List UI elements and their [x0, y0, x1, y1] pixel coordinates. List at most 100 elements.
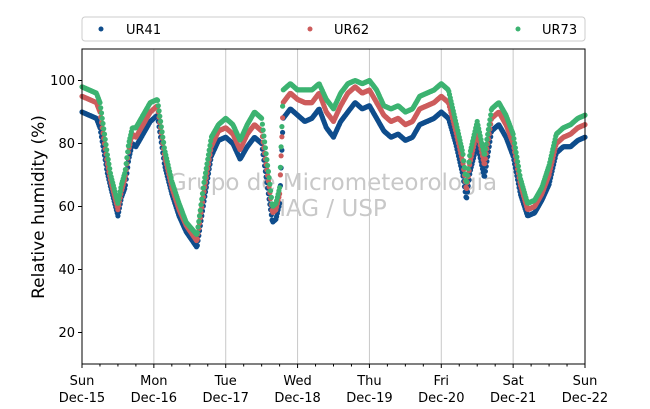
- data-point: [194, 230, 200, 236]
- data-point: [155, 103, 161, 109]
- x-tick-label-day: Sun: [573, 374, 598, 389]
- data-point: [206, 147, 212, 153]
- data-point: [488, 112, 494, 118]
- data-point: [158, 118, 164, 124]
- data-point: [194, 242, 200, 249]
- data-point: [466, 159, 472, 165]
- data-point: [263, 151, 269, 157]
- data-point: [99, 115, 105, 121]
- data-point: [104, 152, 110, 158]
- data-point: [267, 181, 273, 187]
- y-tick-label: 100: [50, 74, 75, 89]
- data-point: [116, 196, 122, 202]
- data-point: [115, 200, 121, 206]
- data-point: [196, 213, 203, 219]
- x-tick-label-day: Fri: [434, 374, 450, 389]
- legend-label-ur62: UR62: [334, 23, 369, 38]
- data-point: [279, 134, 285, 140]
- data-point: [483, 141, 489, 147]
- x-tick-label-day: Tue: [214, 374, 237, 389]
- data-point: [280, 129, 286, 136]
- data-point: [197, 207, 203, 213]
- legend-marker-ur41: [98, 26, 104, 32]
- y-axis-ticks: 20 40 60 80 100: [50, 74, 82, 341]
- data-point: [125, 149, 131, 155]
- data-point: [280, 103, 286, 109]
- data-point: [510, 131, 516, 137]
- data-point: [101, 131, 108, 137]
- x-tick-label-day: Thu: [356, 374, 381, 389]
- data-point: [464, 179, 470, 185]
- x-tick-label-date: Dec-17: [203, 391, 249, 406]
- data-point: [107, 166, 113, 172]
- data-point: [277, 172, 283, 178]
- data-point: [157, 113, 163, 119]
- data-point: [516, 168, 522, 174]
- data-point: [201, 179, 207, 185]
- x-tick-label-date: Dec-21: [490, 391, 536, 406]
- x-tick-label-day: Sun: [70, 374, 95, 389]
- data-point: [115, 207, 121, 213]
- data-point: [484, 136, 490, 142]
- data-point: [465, 166, 471, 172]
- data-point: [265, 168, 271, 175]
- data-point: [264, 157, 270, 163]
- x-tick-label-date: Dec-22: [562, 391, 608, 406]
- data-point: [279, 124, 285, 130]
- x-tick-label-day: Sat: [502, 374, 523, 389]
- x-tick-label-day: Mon: [140, 374, 167, 389]
- data-point: [486, 122, 492, 128]
- data-point: [482, 173, 488, 179]
- data-point: [460, 151, 466, 157]
- data-point: [98, 105, 104, 111]
- y-tick-label: 40: [58, 263, 75, 278]
- y-tick-label: 60: [58, 200, 75, 215]
- data-point: [101, 126, 107, 132]
- x-tick-label-date: Dec-20: [418, 391, 464, 406]
- data-point: [208, 138, 214, 144]
- data-point: [159, 129, 165, 135]
- data-point: [205, 156, 211, 162]
- data-point: [122, 170, 128, 176]
- data-point: [196, 218, 202, 225]
- data-point: [280, 115, 286, 121]
- data-point: [155, 97, 161, 103]
- data-point: [97, 100, 103, 106]
- data-point: [512, 145, 519, 151]
- data-point: [467, 153, 473, 159]
- data-point: [485, 131, 491, 137]
- data-point: [259, 115, 265, 121]
- data-point: [268, 188, 274, 194]
- data-point: [161, 139, 167, 145]
- legend-label-ur41: UR41: [126, 23, 161, 38]
- y-tick-label: 80: [58, 137, 75, 152]
- data-point: [98, 110, 105, 116]
- y-axis-label: Relative humidity (%): [29, 115, 49, 299]
- watermark-line-1: Grupo de Micrometeorologia: [169, 170, 497, 196]
- data-point: [102, 136, 108, 142]
- legend: UR41 UR62 UR73: [81, 16, 586, 42]
- data-point: [115, 213, 121, 219]
- data-point: [482, 151, 488, 157]
- data-point: [106, 161, 112, 167]
- data-point: [511, 136, 517, 142]
- data-point: [262, 145, 268, 151]
- data-point: [204, 161, 210, 167]
- data-point: [262, 139, 268, 145]
- data-point: [116, 192, 122, 199]
- x-tick-label-date: Dec-19: [346, 391, 392, 406]
- legend-marker-ur73: [515, 26, 521, 32]
- data-point: [277, 185, 283, 191]
- data-point: [205, 152, 212, 158]
- data-point: [261, 133, 267, 139]
- legend-box: [81, 16, 586, 42]
- data-points: [79, 77, 588, 250]
- data-point: [260, 127, 266, 133]
- data-point: [202, 175, 208, 181]
- series-ur73: [79, 77, 588, 237]
- data-point: [198, 202, 204, 208]
- data-point: [464, 195, 470, 201]
- legend-marker-ur62: [307, 26, 313, 32]
- data-point: [124, 155, 130, 161]
- x-tick-label-date: Dec-15: [59, 391, 105, 406]
